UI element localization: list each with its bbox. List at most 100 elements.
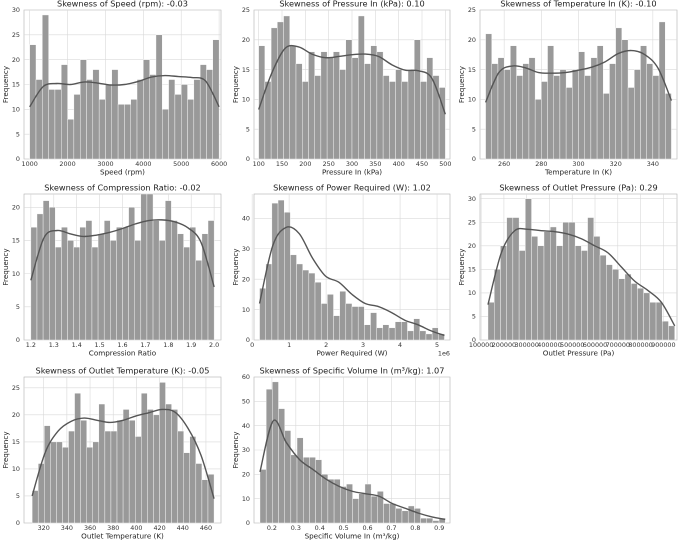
histogram-bar bbox=[358, 493, 366, 524]
x-tick-label: 300 bbox=[346, 160, 358, 168]
x-tick-label: 150 bbox=[276, 160, 288, 168]
histogram-bar bbox=[110, 430, 118, 524]
histogram-bar bbox=[401, 510, 409, 524]
x-tick-label: 0.2 bbox=[267, 524, 277, 532]
x-tick-label: 4 bbox=[398, 341, 402, 349]
x-tick-label: 3000 bbox=[97, 160, 113, 168]
histogram-bar bbox=[420, 517, 427, 524]
histogram-bar bbox=[389, 503, 397, 524]
histogram-bar bbox=[171, 220, 178, 341]
histogram-bar bbox=[630, 283, 638, 341]
y-tick-label: 40 bbox=[242, 422, 250, 430]
histogram-bar bbox=[425, 333, 433, 341]
y-tick-label: 0 bbox=[472, 336, 476, 344]
y-tick-label: 5 bbox=[16, 492, 20, 500]
x-tick-label: 200000 bbox=[492, 341, 516, 349]
histogram-bar bbox=[290, 454, 298, 524]
y-tick-label: 0 bbox=[16, 519, 20, 527]
histogram-bar bbox=[339, 69, 346, 160]
subplot-1: 1000 2000 3000 4000 5000 6000 0 5 10 15 20 25 30 Skew… bbox=[1, 0, 227, 177]
x-tick-label: 3 bbox=[361, 341, 365, 349]
histogram-bar bbox=[503, 69, 511, 160]
histogram-bar bbox=[658, 21, 666, 160]
x-tick-label: 260 bbox=[498, 160, 510, 168]
x-tick-label: 380 bbox=[107, 524, 119, 532]
x-tick-label: 6000 bbox=[211, 160, 227, 168]
histogram-bar bbox=[50, 441, 57, 524]
histogram-bar bbox=[414, 39, 421, 160]
histogram-bar bbox=[86, 447, 93, 524]
histogram-bar bbox=[358, 15, 365, 160]
histogram-bar bbox=[73, 94, 81, 160]
kde-curve bbox=[487, 227, 676, 327]
x-axis-label: Temperature In (K) bbox=[544, 168, 612, 177]
y-tick-label: 10 bbox=[242, 96, 250, 104]
histogram-bar bbox=[618, 278, 626, 341]
histogram-bar bbox=[543, 231, 551, 341]
histogram-bar bbox=[491, 63, 499, 160]
histogram-bar bbox=[326, 57, 334, 160]
histogram-bar bbox=[128, 207, 135, 341]
histogram-bar bbox=[537, 245, 545, 341]
histogram-bar bbox=[352, 498, 359, 524]
histogram-bar bbox=[646, 63, 654, 160]
histogram-bar bbox=[493, 269, 501, 341]
histogram-bar bbox=[572, 69, 579, 160]
histogram-bar bbox=[315, 459, 322, 524]
x-tick-label: 450 bbox=[416, 160, 428, 168]
x-tick-label: 2 bbox=[324, 341, 328, 349]
x-tick-label: 2000 bbox=[59, 160, 75, 168]
histogram-bar bbox=[67, 119, 75, 160]
histogram-bar bbox=[339, 291, 347, 341]
histogram-bar bbox=[122, 226, 129, 341]
histogram-bar bbox=[541, 81, 548, 160]
y-tick-label: 5 bbox=[472, 313, 476, 321]
histogram-bar bbox=[401, 321, 408, 341]
y-tick-label: 20 bbox=[242, 471, 250, 479]
histogram-bar bbox=[48, 89, 56, 160]
subplot-title: Skewness of Pressure In (kPa): 0.10 bbox=[279, 0, 424, 9]
y-axis-label: Frequency bbox=[231, 431, 240, 469]
histogram-bar bbox=[140, 193, 148, 341]
histogram-bar bbox=[264, 81, 272, 160]
subplot-title: Skewness of Compression Ratio: -0.02 bbox=[44, 183, 201, 193]
y-tick-label: 0 bbox=[246, 336, 250, 344]
histogram-bar bbox=[413, 318, 420, 341]
histogram-bar bbox=[333, 51, 340, 160]
histogram-bar bbox=[351, 306, 359, 341]
histogram-bar bbox=[531, 236, 538, 341]
histogram-bar bbox=[615, 27, 623, 160]
histogram-bar bbox=[92, 441, 100, 524]
histogram-bar bbox=[383, 503, 390, 524]
histogram-bar bbox=[308, 51, 315, 160]
histogram-bar bbox=[559, 69, 567, 160]
histogram-bar bbox=[111, 69, 119, 160]
histogram-bar bbox=[62, 447, 69, 524]
histogram-bar bbox=[603, 93, 610, 160]
histogram-bar bbox=[270, 27, 278, 160]
subplot-title: Skewness of Specific Volume In (m³/kg): … bbox=[260, 366, 445, 376]
y-tick-label: 25 bbox=[12, 384, 20, 392]
histogram-bar bbox=[587, 217, 594, 341]
x-tick-label: 320 bbox=[610, 160, 622, 168]
histogram-bar bbox=[73, 246, 80, 341]
histogram-bar bbox=[48, 207, 56, 341]
histogram-bar bbox=[122, 409, 130, 524]
y-axis-label: Frequency bbox=[457, 248, 466, 286]
histogram-bar bbox=[284, 212, 291, 341]
y-tick-label: 20 bbox=[468, 242, 476, 250]
histogram-bar bbox=[55, 246, 62, 341]
histogram-bar bbox=[195, 260, 203, 341]
histogram-bar bbox=[302, 269, 310, 341]
subplot-title: Skewness of Speed (rpm): -0.03 bbox=[57, 0, 188, 9]
x-tick-label: 460 bbox=[200, 524, 212, 532]
y-axis-label: Frequency bbox=[231, 248, 240, 286]
histogram-bar bbox=[308, 272, 316, 341]
histogram-bar bbox=[183, 246, 190, 341]
x-axis-label: Power Required (W) bbox=[316, 349, 387, 358]
histogram-bar bbox=[407, 69, 415, 160]
histogram-bar bbox=[333, 315, 340, 341]
histogram-bar bbox=[314, 75, 322, 160]
histogram-bar bbox=[91, 246, 99, 341]
x-tick-label: 0.7 bbox=[386, 524, 396, 532]
